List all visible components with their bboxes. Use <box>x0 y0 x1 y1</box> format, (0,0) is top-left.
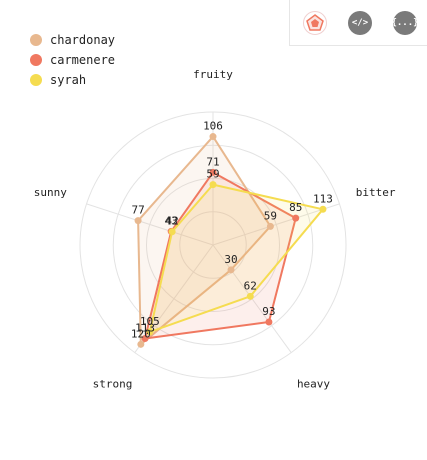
json-icon[interactable]: {...} <box>391 11 419 35</box>
value-label-syrah-heavy: 62 <box>244 279 257 292</box>
value-label-syrah-bitter: 113 <box>313 192 333 205</box>
point-carmenere-heavy[interactable] <box>265 318 273 326</box>
point-syrah-fruity[interactable] <box>209 181 217 189</box>
axis-label-bitter: bitter <box>356 186 396 199</box>
axis-label-strong: strong <box>93 377 133 390</box>
point-chardonay-fruity[interactable] <box>209 133 217 141</box>
axis-label-fruity: fruity <box>193 68 233 81</box>
spoke-sunny <box>86 203 214 246</box>
value-label-carmenere-strong: 113 <box>135 322 155 335</box>
legend-label-carmenere[interactable]: carmenere <box>50 53 115 67</box>
point-carmenere-fruity[interactable] <box>209 168 217 176</box>
axis-labels: fruity bitter heavy strong sunny <box>34 68 396 390</box>
value-label-chardonay-sunny: 77 <box>131 204 144 217</box>
value-label-chardonay-bitter: 59 <box>264 209 277 222</box>
value-label-carmenere-fruity: 71 <box>206 155 219 168</box>
point-carmenere-bitter[interactable] <box>292 214 300 222</box>
point-syrah-heavy[interactable] <box>246 292 254 300</box>
point-carmenere-strong[interactable] <box>141 335 149 343</box>
point-chardonay-bitter[interactable] <box>266 222 274 230</box>
toolbar: </> {...} <box>289 0 427 46</box>
value-label-chardonay-fruity: 106 <box>203 120 223 133</box>
legend-swatch-syrah[interactable] <box>30 74 42 86</box>
value-label-syrah-fruity: 59 <box>206 168 219 181</box>
legend-label-syrah[interactable]: syrah <box>50 73 86 87</box>
radar-grid <box>79 111 347 379</box>
series-area-chardonay[interactable] <box>137 135 272 346</box>
legend-swatch-carmenere[interactable] <box>30 54 42 66</box>
axis-label-heavy: heavy <box>297 377 330 390</box>
legend-label-chardonay[interactable]: chardonay <box>50 33 115 47</box>
legend-swatch-chardonay[interactable] <box>30 34 42 46</box>
radar-chart-icon[interactable] <box>303 11 327 35</box>
value-label-chardonay-strong: 120 <box>131 327 151 340</box>
value-label-syrah-strong: 105 <box>140 315 160 328</box>
spoke-bitter <box>212 203 340 246</box>
point-syrah-bitter[interactable] <box>319 205 327 213</box>
value-label-syrah-sunny: 42 <box>166 215 179 228</box>
value-label-chardonay-heavy: 30 <box>224 253 237 266</box>
value-label-carmenere-bitter: 85 <box>289 201 302 214</box>
value-labels: 106 59 30 120 77 71 85 93 113 43 59 113 62 105 42 <box>131 120 333 341</box>
point-chardonay-sunny[interactable] <box>134 217 142 225</box>
legend: chardonay carmenere syrah <box>30 33 115 87</box>
point-syrah-strong[interactable] <box>146 328 154 336</box>
point-chardonay-heavy[interactable] <box>227 266 235 274</box>
series-area-carmenere[interactable] <box>144 171 297 340</box>
code-icon[interactable]: </> <box>348 11 372 35</box>
value-label-carmenere-sunny: 43 <box>165 214 178 227</box>
point-chardonay-strong[interactable] <box>137 340 145 348</box>
axis-label-sunny: sunny <box>34 186 67 199</box>
radar-series <box>134 133 327 348</box>
point-syrah-sunny[interactable] <box>168 228 176 236</box>
value-label-carmenere-heavy: 93 <box>262 305 275 318</box>
series-area-syrah[interactable] <box>148 183 324 333</box>
